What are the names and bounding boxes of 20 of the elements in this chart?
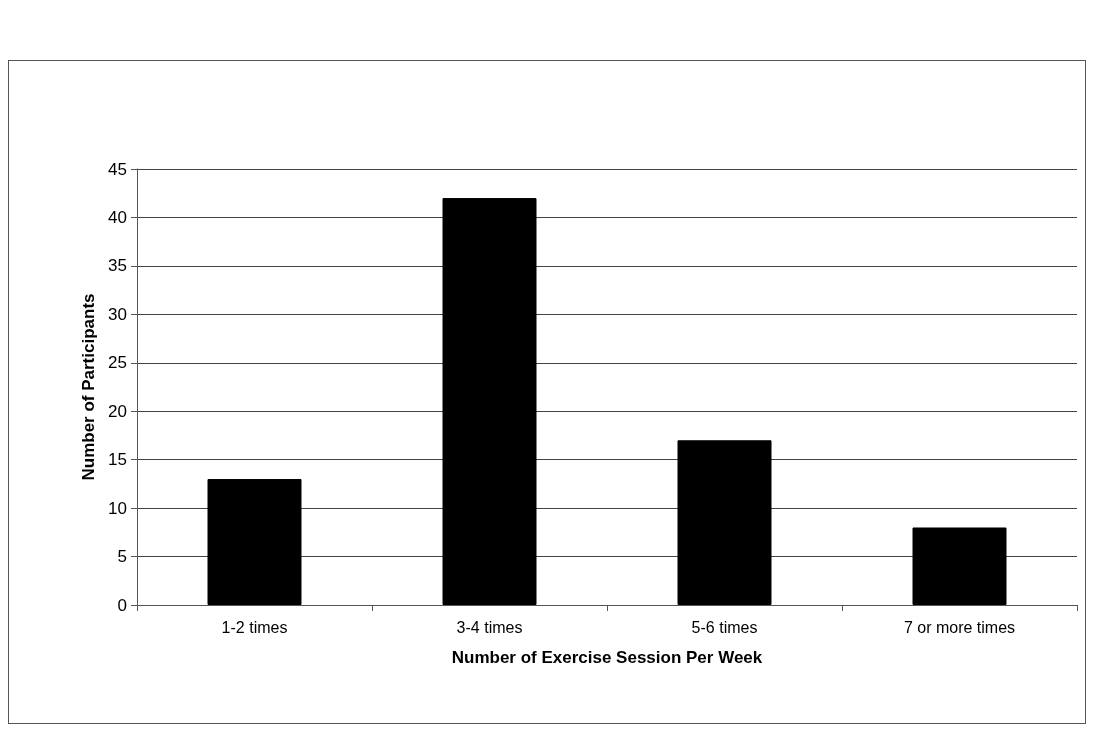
y-tick-label: 25 bbox=[108, 353, 127, 373]
y-tick-label: 0 bbox=[117, 595, 127, 615]
x-tick-label: 7 or more times bbox=[903, 618, 1016, 636]
y-tick-label: 40 bbox=[108, 207, 127, 227]
x-tick-label: 3-4 times bbox=[456, 618, 523, 636]
y-tick-label: 20 bbox=[108, 401, 127, 421]
y-tick-label: 15 bbox=[108, 450, 127, 470]
y-tick-label: 10 bbox=[108, 498, 127, 518]
y-tick-label: 45 bbox=[108, 159, 127, 179]
x-tick-label: 5-6 times bbox=[691, 618, 758, 636]
y-tick-label: 35 bbox=[108, 256, 127, 276]
x-axis-title: Number of Exercise Session Per Week bbox=[451, 648, 763, 667]
y-tick-label: 30 bbox=[108, 304, 127, 324]
y-tick-label: 5 bbox=[117, 547, 127, 567]
bar bbox=[207, 479, 302, 605]
bar bbox=[912, 527, 1007, 605]
x-tick-label: 1-2 times bbox=[221, 618, 288, 636]
bar bbox=[677, 440, 772, 605]
y-axis-title: Number of Participants bbox=[79, 293, 99, 481]
bar bbox=[442, 198, 537, 605]
